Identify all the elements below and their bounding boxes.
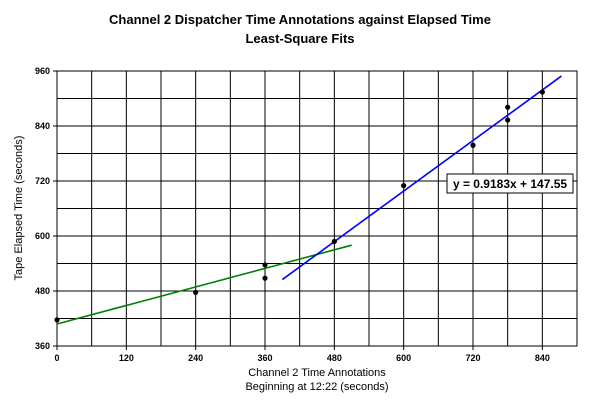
y-tick-label: 360 bbox=[35, 341, 50, 351]
x-tick-label: 720 bbox=[465, 353, 480, 363]
x-tick-label: 480 bbox=[327, 353, 342, 363]
y-axis-label: Tape Elapsed Time (seconds) bbox=[13, 136, 25, 281]
data-point bbox=[193, 289, 199, 295]
data-point bbox=[505, 104, 511, 110]
grid bbox=[57, 71, 577, 346]
chart-subtitle: Least-Square Fits bbox=[245, 31, 354, 46]
y-tick-label: 600 bbox=[35, 231, 50, 241]
data-points bbox=[54, 89, 545, 323]
fit-lines bbox=[56, 75, 562, 325]
y-tick-label: 480 bbox=[35, 286, 50, 296]
fit-line-blue bbox=[281, 75, 562, 281]
data-point bbox=[331, 238, 337, 245]
x-tick-label: 0 bbox=[54, 353, 59, 363]
x-tick-label: 240 bbox=[188, 353, 203, 363]
data-point bbox=[539, 89, 545, 95]
data-point bbox=[470, 142, 476, 148]
data-point bbox=[262, 275, 268, 281]
y-tick-label: 720 bbox=[35, 176, 50, 186]
data-point bbox=[54, 317, 60, 323]
x-tick-label: 120 bbox=[119, 353, 134, 363]
x-tick-label: 600 bbox=[396, 353, 411, 363]
y-tick-label: 960 bbox=[35, 66, 50, 76]
plot-area bbox=[56, 70, 578, 347]
axis-ticks: 0 120 240 360 480 600 720 840 360 480 600 720 840 960 bbox=[35, 66, 550, 363]
x-tick-label: 360 bbox=[257, 353, 272, 363]
x-axis-label: Channel 2 Time Annotations bbox=[248, 367, 386, 379]
fit-equation: y = 0.9183x + 147.55 bbox=[453, 177, 567, 191]
fit-line-green bbox=[56, 244, 352, 325]
data-point bbox=[401, 182, 407, 189]
x-axis-label-line-2: Beginning at 12:22 (seconds) bbox=[245, 381, 388, 393]
data-point bbox=[505, 117, 511, 123]
equation-box: y = 0.9183x + 147.55 bbox=[446, 173, 574, 194]
x-tick-label: 840 bbox=[535, 353, 550, 363]
y-tick-label: 840 bbox=[35, 121, 50, 131]
data-point bbox=[262, 262, 268, 268]
chart-title: Channel 2 Dispatcher Time Annotations ag… bbox=[109, 12, 491, 27]
